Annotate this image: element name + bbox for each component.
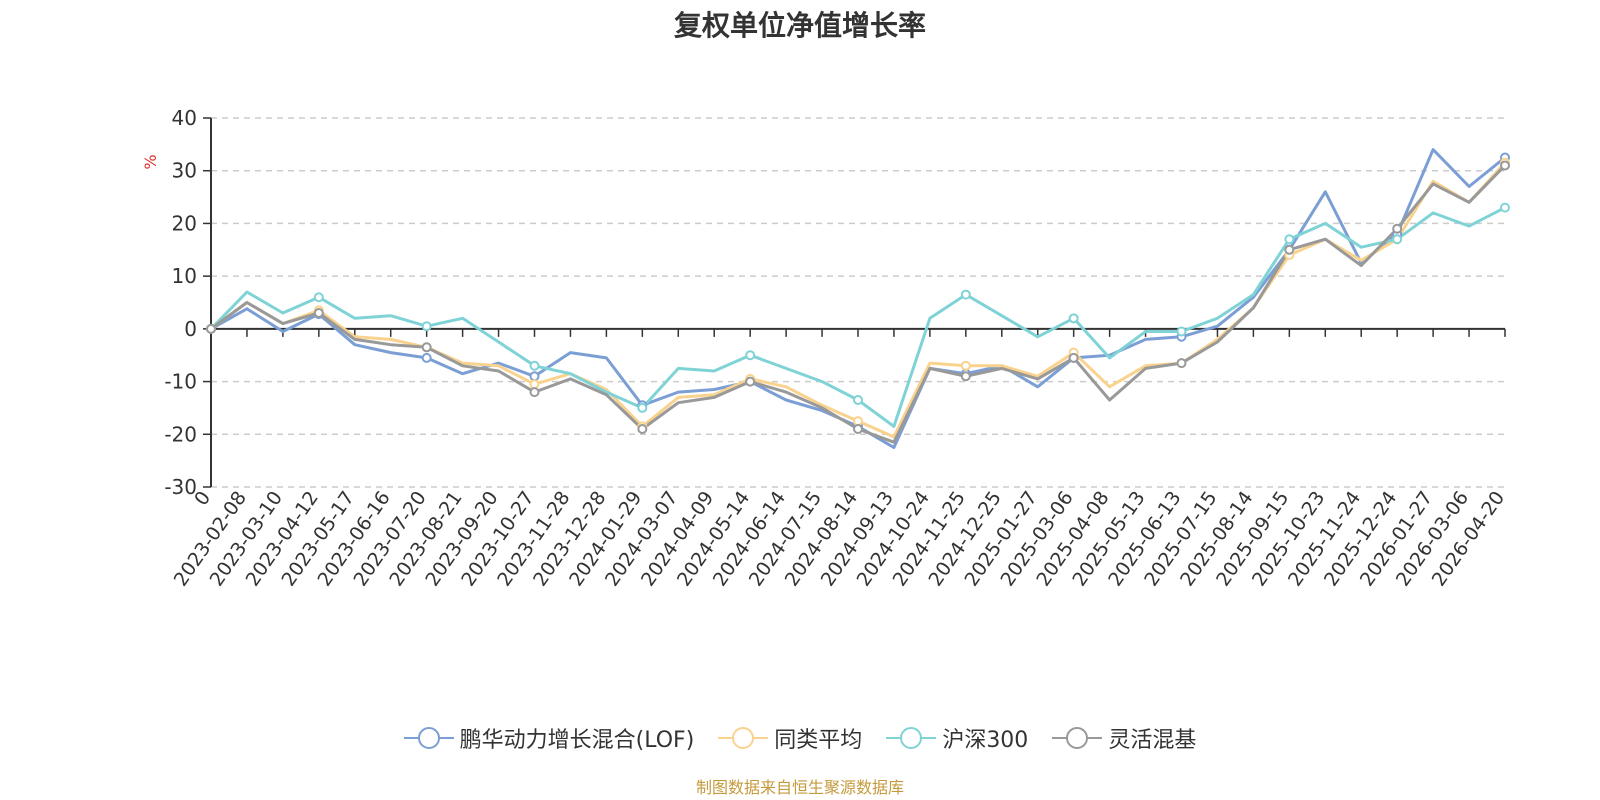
y-tick-label: 0: [184, 317, 197, 341]
data-point: [1284, 244, 1295, 255]
data-point: [421, 352, 432, 363]
series-markers: [206, 152, 1510, 435]
legend-item[interactable]: 灵活混基: [1052, 722, 1196, 754]
y-tick-label: -30: [164, 475, 197, 499]
y-tick-label: 30: [172, 159, 197, 183]
legend-label: 鹏华动力增长混合(LOF): [459, 728, 695, 753]
data-point: [529, 387, 540, 398]
legend-item[interactable]: 沪深300: [886, 722, 1028, 754]
data-point: [1392, 234, 1403, 245]
data-point: [637, 402, 648, 413]
legend: 鹏华动力增长混合(LOF) 同类平均 沪深300 灵活混基: [0, 722, 1600, 754]
y-tick-label: 40: [172, 106, 197, 130]
data-point: [1500, 160, 1510, 171]
data-point: [853, 395, 863, 406]
data-point: [421, 342, 432, 353]
data-point: [206, 323, 216, 334]
data-point: [1068, 313, 1079, 324]
legend-label: 灵活混基: [1108, 728, 1197, 753]
data-point: [1392, 223, 1403, 234]
legend-swatch-icon: [403, 727, 454, 749]
data-point: [960, 360, 971, 371]
chart-title: 复权单位净值增长率: [673, 9, 926, 42]
data-point: [637, 424, 648, 435]
data-point: [313, 308, 324, 319]
legend-label: 沪深300: [942, 728, 1029, 753]
legend-swatch-icon: [718, 727, 769, 749]
data-point: [960, 289, 971, 300]
data-point: [1176, 358, 1187, 369]
legend-item[interactable]: 鹏华动力增长混合(LOF): [403, 722, 695, 754]
line-chart: -30-20-1001020304002023-02-082023-03-102…: [141, 106, 1510, 590]
data-point: [529, 360, 540, 371]
source-note: 制图数据来自恒生聚源数据库: [695, 778, 904, 797]
grid-lines: [211, 117, 1505, 488]
data-point: [1500, 202, 1510, 213]
data-point: [745, 350, 756, 361]
data-point: [421, 321, 432, 332]
data-point: [1068, 352, 1079, 363]
data-point: [313, 292, 324, 303]
y-tick-label: 10: [172, 264, 197, 288]
data-point: [529, 379, 540, 390]
data-point: [1284, 234, 1295, 245]
data-point: [745, 376, 756, 387]
legend-swatch-icon: [1052, 727, 1103, 749]
data-point: [853, 416, 863, 427]
y-tick-label: -10: [164, 370, 197, 394]
legend-item[interactable]: 同类平均: [718, 722, 862, 754]
data-point: [960, 371, 971, 382]
x-tick-label: 0: [190, 487, 215, 510]
series-line: [209, 206, 1506, 428]
data-point: [529, 371, 540, 382]
y-tick-label: -20: [164, 422, 197, 446]
legend-swatch-icon: [886, 727, 937, 749]
y-axis-label: %: [141, 154, 160, 169]
data-point: [853, 424, 863, 435]
y-tick-label: 20: [172, 211, 197, 235]
legend-label: 同类平均: [774, 728, 863, 753]
data-point: [1176, 326, 1187, 337]
